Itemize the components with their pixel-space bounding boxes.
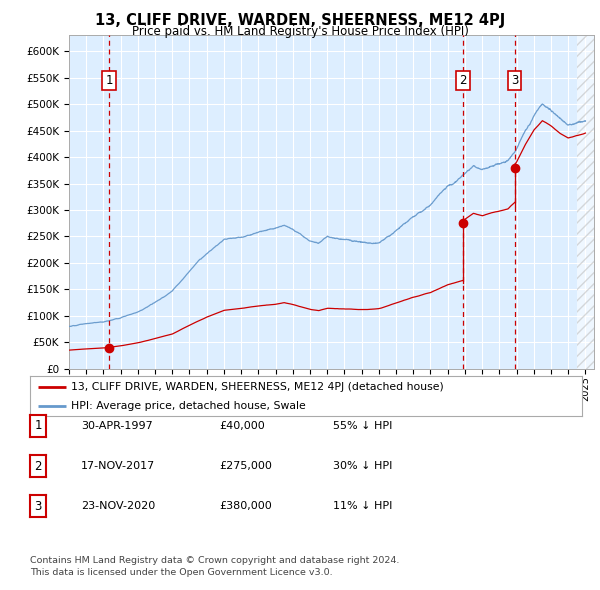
Text: 11% ↓ HPI: 11% ↓ HPI [333,502,392,511]
Text: 2: 2 [459,74,467,87]
Text: 30% ↓ HPI: 30% ↓ HPI [333,461,392,471]
Text: HPI: Average price, detached house, Swale: HPI: Average price, detached house, Swal… [71,401,306,411]
Text: 3: 3 [511,74,518,87]
Text: £380,000: £380,000 [219,502,272,511]
Text: 17-NOV-2017: 17-NOV-2017 [81,461,155,471]
Text: £40,000: £40,000 [219,421,265,431]
Text: 1: 1 [106,74,113,87]
Text: 13, CLIFF DRIVE, WARDEN, SHEERNESS, ME12 4PJ: 13, CLIFF DRIVE, WARDEN, SHEERNESS, ME12… [95,13,505,28]
Text: Contains HM Land Registry data © Crown copyright and database right 2024.
This d: Contains HM Land Registry data © Crown c… [30,556,400,576]
Text: 2: 2 [34,460,42,473]
Text: Price paid vs. HM Land Registry's House Price Index (HPI): Price paid vs. HM Land Registry's House … [131,25,469,38]
Text: 1: 1 [34,419,42,432]
Text: 3: 3 [34,500,41,513]
Text: 13, CLIFF DRIVE, WARDEN, SHEERNESS, ME12 4PJ (detached house): 13, CLIFF DRIVE, WARDEN, SHEERNESS, ME12… [71,382,444,392]
Text: 23-NOV-2020: 23-NOV-2020 [81,502,155,511]
Text: £275,000: £275,000 [219,461,272,471]
Text: 55% ↓ HPI: 55% ↓ HPI [333,421,392,431]
Text: 30-APR-1997: 30-APR-1997 [81,421,153,431]
